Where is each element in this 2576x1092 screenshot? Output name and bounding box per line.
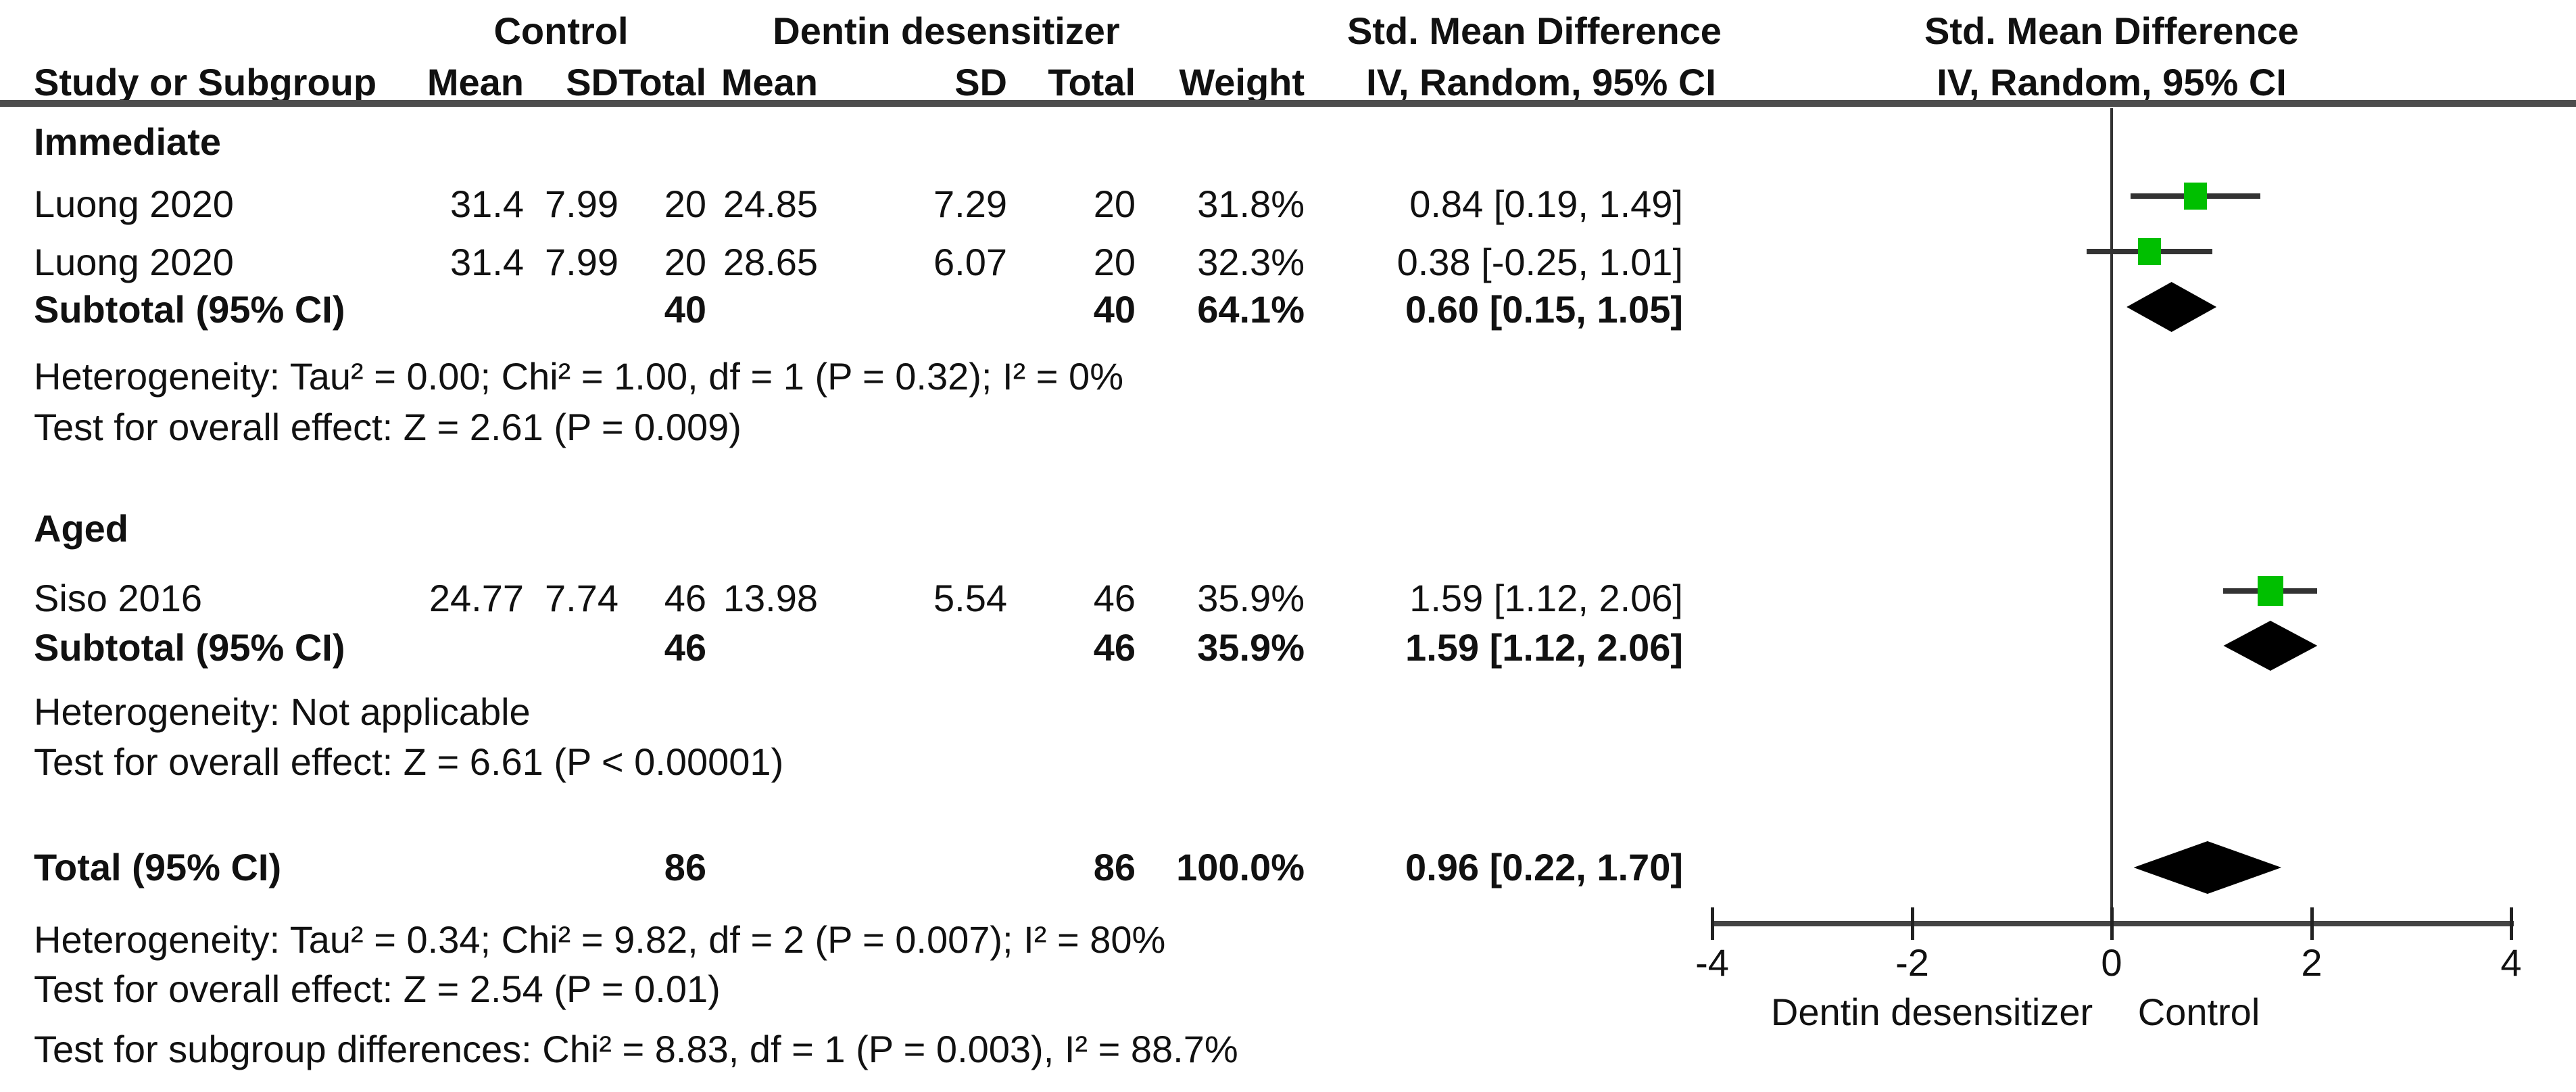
effect-square [2257,575,2283,607]
axis-tick-label: -2 [1895,941,1929,984]
cell-mean-treatment: 13.98 [723,577,818,619]
subtotal-weight: 64.1% [1197,288,1305,331]
cell-total-treatment: 20 [1093,183,1136,225]
subtotal-total-treatment: 46 [1093,626,1136,669]
summary-diamond [2223,621,2318,671]
cell-sd-control: 7.99 [545,241,618,283]
cell-mean-treatment: 28.65 [723,241,818,283]
subtotal-ci-text: 1.59 [1.12, 2.06] [1405,626,1683,669]
axis-tick-label: 2 [2301,941,2323,984]
cell-sd-treatment: 5.54 [933,577,1007,619]
header-mean-treatment: Mean [721,61,818,103]
cell-weight: 32.3% [1197,241,1305,283]
header-study-subgroup: Study or Subgroup [34,61,377,103]
header-method-right: IV, Random, 95% CI [1937,61,2287,103]
section-title-immediate: Immediate [34,120,221,163]
cell-total-control: 20 [664,241,706,283]
axis-caption-left: Dentin desensitizer [1770,991,2093,1033]
axis-tick [1711,907,1714,940]
section-title-aged: Aged [34,507,128,550]
study-label: Siso 2016 [34,577,203,619]
subtotal-total-control: 40 [664,288,706,331]
total-total-control: 86 [664,846,706,888]
header-effect-right: Std. Mean Difference [1924,9,2299,52]
cell-ci-text: 1.59 [1.12, 2.06] [1409,577,1683,619]
subtotal-label: Subtotal (95% CI) [34,626,345,669]
cell-weight: 35.9% [1197,577,1305,619]
header-treatment-group: Dentin desensitizer [773,9,1120,52]
summary-diamond [2133,841,2282,894]
cell-total-control: 46 [664,577,706,619]
effect-square [2138,238,2162,265]
header-mean-control: Mean [427,61,524,103]
study-label: Luong 2020 [34,241,234,283]
overall-effect-text: Test for overall effect: Z = 6.61 (P < 0… [34,740,784,783]
header-sd-treatment: SD [954,61,1007,103]
header-control-group: Control [493,9,629,52]
total-total-treatment: 86 [1093,846,1136,888]
total-weight: 100.0% [1176,846,1305,888]
total-label: Total (95% CI) [34,846,282,888]
cell-sd-treatment: 7.29 [933,183,1007,225]
footer-overall-effect: Test for overall effect: Z = 2.54 (P = 0… [34,968,721,1010]
heterogeneity-text: Heterogeneity: Tau² = 0.00; Chi² = 1.00,… [34,355,1123,398]
header-total-treatment: Total [1048,61,1136,103]
subtotal-total-treatment: 40 [1093,288,1136,331]
axis-caption-right: Control [2137,991,2260,1033]
subtotal-label: Subtotal (95% CI) [34,288,345,331]
footer-heterogeneity: Heterogeneity: Tau² = 0.34; Chi² = 9.82,… [34,918,1166,961]
cell-mean-control: 31.4 [450,183,524,225]
summary-diamond [2127,282,2217,332]
axis-tick-label: 4 [2500,941,2522,984]
axis-tick [2110,907,2114,940]
header-total-control: Total [618,61,706,103]
header-weight: Weight [1179,61,1305,103]
heterogeneity-text: Heterogeneity: Not applicable [34,690,531,733]
header-sd-control: SD [566,61,618,103]
zero-effect-line [2110,108,2113,924]
cell-sd-control: 7.74 [545,577,618,619]
total-ci-text: 0.96 [0.22, 1.70] [1405,846,1683,888]
subtotal-total-control: 46 [664,626,706,669]
axis-tick [2310,907,2314,940]
study-label: Luong 2020 [34,183,234,225]
subtotal-ci-text: 0.60 [0.15, 1.05] [1405,288,1683,331]
axis-tick [2510,907,2513,940]
effect-square [2184,183,2208,210]
cell-sd-treatment: 6.07 [933,241,1007,283]
overall-effect-text: Test for overall effect: Z = 2.61 (P = 0… [34,406,742,448]
cell-mean-treatment: 24.85 [723,183,818,225]
cell-ci-text: 0.84 [0.19, 1.49] [1409,183,1683,225]
subtotal-weight: 35.9% [1197,626,1305,669]
header-divider-line [0,100,2576,107]
cell-sd-control: 7.99 [545,183,618,225]
cell-mean-control: 31.4 [450,241,524,283]
cell-weight: 31.8% [1197,183,1305,225]
axis-tick-label: -4 [1695,941,1729,984]
cell-total-treatment: 20 [1093,241,1136,283]
header-effect-left: Std. Mean Difference [1347,9,1722,52]
cell-mean-control: 24.77 [429,577,524,619]
cell-total-treatment: 46 [1093,577,1136,619]
header-method-left: IV, Random, 95% CI [1366,61,1716,103]
cell-ci-text: 0.38 [-0.25, 1.01] [1396,241,1683,283]
cell-total-control: 20 [664,183,706,225]
axis-tick-label: 0 [2101,941,2122,984]
footer-subgroup-differences: Test for subgroup differences: Chi² = 8.… [34,1028,1238,1070]
axis-tick [1911,907,1914,940]
